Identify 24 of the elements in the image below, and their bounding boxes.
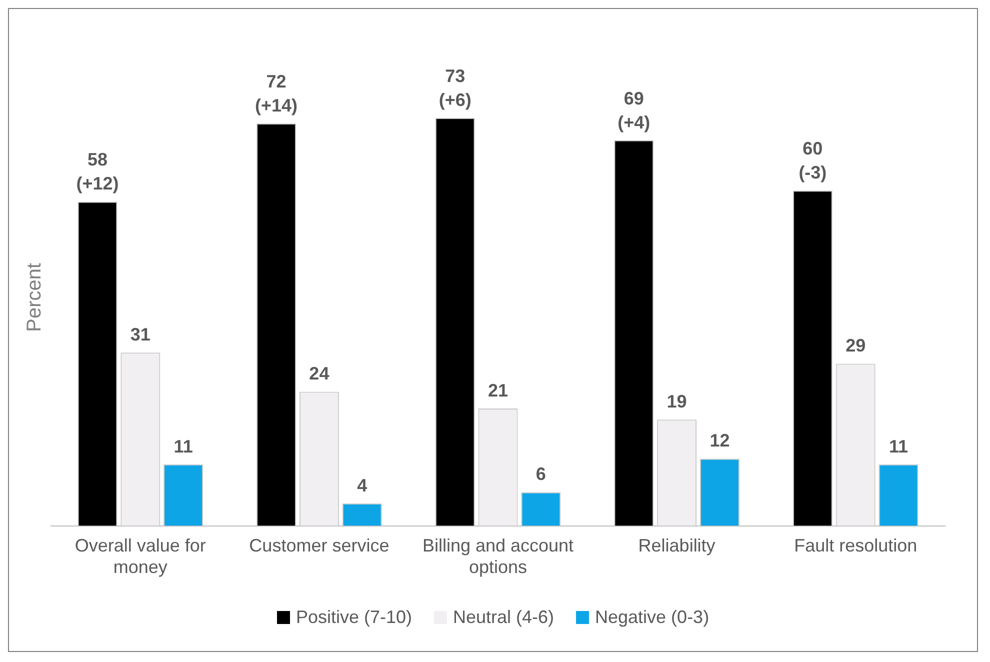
data-label: 31: [130, 324, 150, 345]
data-label: 21: [488, 380, 508, 400]
x-tick-label: Overall value for money: [74, 536, 206, 578]
x-tick-label: Customer service: [249, 536, 390, 556]
legend-label: Positive (7-10): [296, 607, 412, 628]
data-label: 4: [357, 475, 368, 496]
data-label: 58 (+12): [76, 150, 119, 194]
data-label: 6: [536, 464, 546, 484]
data-label: 69 (+4): [618, 88, 650, 132]
x-tick-label: Billing and account options: [422, 536, 574, 578]
legend-label: Neutral (4-6): [452, 607, 554, 628]
data-label: 24: [309, 364, 330, 384]
data-label: 11: [174, 436, 193, 456]
data-label: 29: [846, 336, 866, 356]
data-label: 11: [888, 436, 908, 456]
data-label: 60 (-3): [798, 138, 827, 183]
data-label: 19: [666, 392, 687, 412]
x-tick-label: Fault resolution: [794, 536, 918, 556]
x-tick-label: Reliability: [638, 536, 716, 556]
y-axis-title: Percent: [24, 262, 46, 332]
legend-label: Negative (0-3): [595, 607, 710, 628]
data-label: 73 (+6): [438, 66, 472, 110]
data-label: 12: [710, 430, 730, 451]
data-label: 72 (+14): [255, 72, 298, 116]
